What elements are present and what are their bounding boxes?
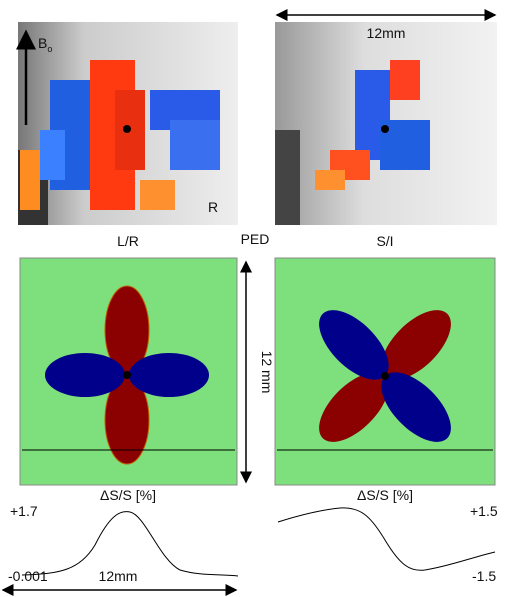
label-lr: L/R (117, 233, 139, 249)
label: B (38, 35, 47, 51)
profile-left-scale: 12mm (99, 568, 138, 584)
sim-si (275, 258, 495, 485)
label: o (47, 44, 52, 54)
sim-lr (20, 258, 237, 485)
image-si (275, 22, 497, 225)
profile-right-curve (278, 508, 495, 570)
corner-label: R (208, 199, 218, 215)
figure: Bo R 12mm L/R PED S/I (0, 0, 511, 597)
profile-left-min: -0.001 (8, 568, 48, 584)
profile-right-min: -1.5 (472, 568, 496, 584)
profile-right-max: +1.5 (470, 503, 498, 519)
scale-vertical-label: 12 mm (259, 351, 275, 394)
label-ped: PED (241, 231, 270, 247)
label-si: S/I (376, 233, 393, 249)
profile-left-max: +1.7 (10, 503, 38, 519)
scale-top-label: 12mm (367, 25, 406, 41)
profile-left-title: ΔS/S [%] (100, 487, 156, 503)
profile-left-curve (22, 512, 238, 576)
profile-right-title: ΔS/S [%] (357, 487, 413, 503)
